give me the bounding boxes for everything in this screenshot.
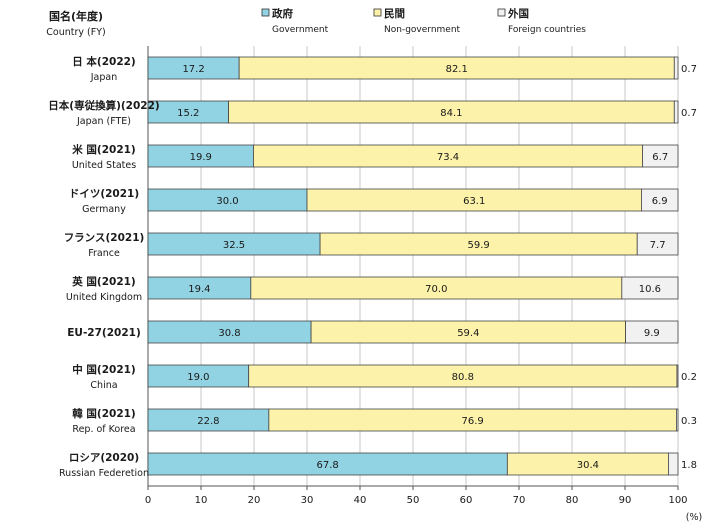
- data-label: 19.9: [190, 152, 212, 163]
- category-label-ja: 日 本(2022): [72, 55, 135, 68]
- category-label-en: Japan (FTE): [76, 116, 131, 127]
- bar-segment-foreign: [676, 408, 679, 432]
- bar-segment-foreign: [641, 188, 679, 212]
- category-label-en: United Kingdom: [66, 292, 142, 303]
- category-header-ja: 国名(年度): [49, 9, 103, 23]
- category-label-ja: 米 国(2021): [71, 143, 135, 156]
- category-label-en: United States: [72, 160, 136, 171]
- data-label: 10.6: [639, 284, 661, 295]
- x-tick-label: 90: [619, 495, 632, 506]
- x-tick-label: 0: [145, 495, 151, 506]
- data-label: 80.8: [452, 372, 474, 383]
- bar-segment-foreign: [636, 232, 679, 256]
- data-label: 70.0: [425, 284, 447, 295]
- bar-segment-foreign: [673, 56, 679, 80]
- data-label: 6.9: [652, 196, 668, 207]
- x-tick-label: 60: [460, 495, 473, 506]
- category-label-ja: 日本(専従換算)(2022): [48, 99, 159, 112]
- data-label: 1.8: [681, 460, 697, 471]
- bar-segment-foreign: [642, 144, 679, 168]
- category-label-en: France: [88, 248, 120, 259]
- category-label-ja: EU-27(2021): [67, 327, 141, 339]
- data-label: 30.8: [218, 328, 240, 339]
- data-label: 59.4: [457, 328, 479, 339]
- data-label: 63.1: [463, 196, 485, 207]
- data-label: 0.7: [681, 108, 697, 119]
- data-label: 30.0: [216, 196, 238, 207]
- legend-label-en: Foreign countries: [508, 25, 586, 35]
- category-label-en: Germany: [82, 204, 126, 215]
- data-label: 0.3: [681, 416, 697, 427]
- category-label-en: China: [90, 380, 117, 391]
- legend-label-ja: 民間: [384, 8, 405, 20]
- category-label-ja: 韓 国(2021): [72, 407, 135, 420]
- legend-swatch: [373, 8, 382, 17]
- x-tick-label: 100: [668, 495, 687, 506]
- data-label: 19.0: [187, 372, 209, 383]
- data-label: 17.2: [182, 64, 204, 75]
- data-label: 22.8: [197, 416, 219, 427]
- data-label: 76.9: [461, 416, 483, 427]
- x-tick-label: 80: [566, 495, 579, 506]
- data-label: 0.7: [681, 64, 697, 75]
- legend-swatch: [497, 8, 506, 17]
- data-label: 84.1: [440, 108, 462, 119]
- bar-segment-foreign: [673, 100, 679, 124]
- data-label: 15.2: [177, 108, 199, 119]
- category-label-ja: 英 国(2021): [71, 275, 135, 288]
- data-label: 6.7: [652, 152, 668, 163]
- category-label-ja: ドイツ(2021): [69, 188, 139, 200]
- category-label-ja: フランス(2021): [64, 232, 145, 244]
- data-label: 67.8: [317, 460, 339, 471]
- x-tick-label: 50: [407, 495, 420, 506]
- x-axis: 0 10 20 30 40 50 60 70 80 90 100: [145, 486, 688, 506]
- category-label-ja: ロシア(2020): [69, 452, 139, 464]
- header: 国名(年度) Country (FY): [46, 9, 105, 38]
- bars: 17.2 82.1 0.7 15.2 84.1 0.7 19.9 73.4 6.7 30.0 63.…: [147, 56, 697, 476]
- data-label: 19.4: [188, 284, 210, 295]
- category-header-en: Country (FY): [46, 27, 105, 38]
- category-label-en: Russian Federetion: [59, 468, 149, 479]
- data-label: 0.2: [681, 372, 697, 383]
- bar-segment-foreign: [668, 452, 679, 476]
- bar-segment-foreign: [676, 364, 679, 388]
- data-label: 30.4: [577, 460, 599, 471]
- category-label-ja: 中 国(2021): [72, 363, 135, 376]
- x-tick-label: 70: [513, 495, 526, 506]
- legend-label-ja: 政府: [272, 7, 293, 20]
- data-label: 59.9: [468, 240, 490, 251]
- x-tick-label: 20: [248, 495, 261, 506]
- category-label-en: Japan: [90, 72, 118, 83]
- x-tick-label: 10: [195, 495, 208, 506]
- category-label-en: Rep. of Korea: [72, 424, 135, 435]
- data-label: 82.1: [446, 64, 468, 75]
- x-tick-label: 40: [354, 495, 367, 506]
- data-label: 7.7: [650, 240, 666, 251]
- x-tick-label: 30: [301, 495, 314, 506]
- legend-label-ja: 外国: [507, 7, 529, 20]
- legend-swatch: [261, 8, 270, 17]
- legend: 政府 Government 民間 Non-government 外国 Foreign co…: [261, 7, 586, 35]
- legend-label-en: Non-government: [384, 25, 461, 35]
- x-axis-unit: (%): [686, 512, 702, 523]
- category-labels: 日 本(2022) Japan 日本(専従換算)(2022) Japan (FTE) 米…: [48, 55, 159, 479]
- data-label: 32.5: [223, 240, 245, 251]
- data-label: 73.4: [437, 152, 459, 163]
- bar-segment-foreign: [625, 320, 679, 344]
- legend-label-en: Government: [272, 25, 329, 35]
- data-label: 9.9: [644, 328, 660, 339]
- bar-segment-foreign: [621, 276, 679, 300]
